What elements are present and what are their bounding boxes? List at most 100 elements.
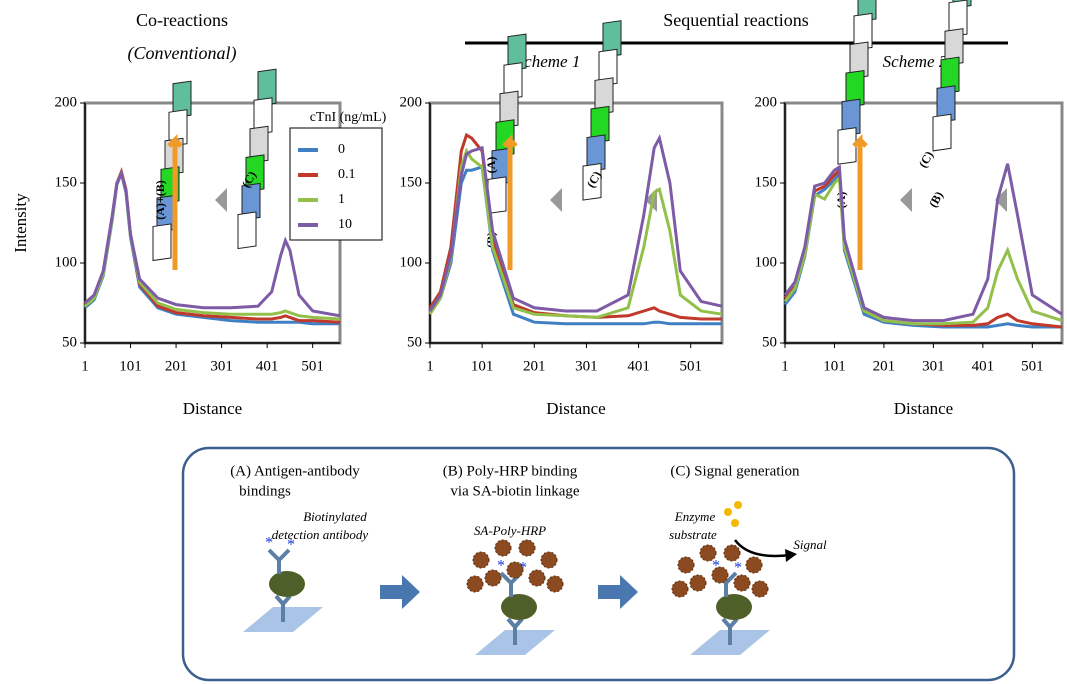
hrp (677, 556, 695, 574)
header: Co-reactions (136, 10, 228, 30)
y-tick-label: 100 (755, 254, 778, 270)
x-axis-label: Distance (183, 399, 242, 418)
header: Scheme 1 (516, 52, 581, 71)
series-line (428, 147, 723, 319)
x-tick-label: 501 (679, 358, 702, 374)
capture-antibody (721, 617, 739, 645)
header: Scheme 2 (883, 52, 948, 71)
note: detection antibody (272, 527, 369, 542)
x-tick-label: 101 (471, 358, 494, 374)
y-tick-label: 200 (755, 94, 778, 110)
hrp (699, 544, 717, 562)
x-tick-label: 401 (256, 358, 279, 374)
y-axis-label: Intensity (11, 193, 30, 253)
hrp (689, 574, 707, 592)
hrp (733, 574, 751, 592)
step-title: bindings (239, 483, 291, 499)
diagram: (A) Antigen-antibody bindings Biotinylat… (181, 446, 1016, 682)
note: Enzyme (674, 509, 716, 524)
legend-title: cTnI (ng/mL) (310, 110, 387, 125)
x-tick-label: 1 (781, 358, 789, 374)
reaction-arrow (502, 133, 518, 270)
header: Sequential reactions (663, 10, 808, 30)
signal-arrow (785, 549, 797, 562)
legend-label: 0 (338, 142, 345, 157)
hrp (466, 575, 484, 593)
x-tick-label: 201 (873, 358, 896, 374)
detection-antibody (267, 548, 291, 574)
legend-label: 0.1 (338, 167, 356, 182)
inset-pad (837, 127, 857, 165)
inset-arrow (900, 188, 912, 212)
header: (Conventional) (128, 43, 237, 64)
hrp (506, 561, 524, 579)
x-tick-label: 201 (165, 358, 188, 374)
inset-pad (932, 113, 952, 152)
antigen (269, 571, 305, 597)
x-tick-label: 501 (301, 358, 324, 374)
step-arrow (598, 575, 638, 609)
biotin: * (734, 560, 742, 577)
hrp (484, 569, 502, 587)
molecules: ****** (243, 535, 770, 655)
hrp (518, 539, 536, 557)
hrp (671, 580, 689, 598)
capture-antibody (274, 594, 292, 622)
y-tick-label: 100 (400, 254, 423, 270)
x-tick-label: 101 (119, 358, 142, 374)
inset-pad (152, 223, 172, 262)
series-line (783, 174, 1063, 326)
series-line (428, 134, 723, 313)
step-title: (C) Signal generation (670, 463, 800, 479)
biotin: * (287, 537, 295, 554)
diagram-frame (181, 446, 1016, 682)
step-title: via SA-biotin linkage (450, 483, 579, 499)
inset-pad (582, 162, 602, 201)
biotin: * (712, 558, 720, 575)
series-line (783, 163, 1063, 323)
x-tick-label: 101 (823, 358, 846, 374)
inset-arrow (550, 188, 562, 212)
series-line (84, 169, 341, 318)
x-tick-label: 401 (627, 358, 650, 374)
biotin: * (265, 535, 273, 552)
legend-box (289, 127, 383, 241)
hrp (711, 566, 729, 584)
hrp (494, 539, 512, 557)
reaction-arrow (852, 133, 868, 270)
inset-label: (B) (926, 189, 946, 210)
note: substrate (669, 527, 717, 542)
reaction-arrow (167, 133, 183, 270)
x-tick-label: 301 (575, 358, 598, 374)
hrp (723, 544, 741, 562)
note: Signal (793, 537, 827, 552)
inset-pad (237, 211, 257, 250)
antigen (501, 594, 537, 620)
x-tick-label: 501 (1021, 358, 1044, 374)
x-axis-label: Distance (894, 399, 953, 418)
y-tick-label: 50 (62, 334, 77, 350)
step-title: (A) Antigen-antibody (230, 463, 360, 479)
hrp (546, 575, 564, 593)
inset-label: (C) (916, 149, 936, 170)
inset-label: (A)+(B) (153, 180, 167, 220)
y-tick-label: 50 (762, 334, 777, 350)
y-tick-label: 150 (400, 174, 423, 190)
x-tick-label: 401 (972, 358, 995, 374)
x-tick-label: 301 (210, 358, 233, 374)
biotin: * (497, 558, 505, 575)
y-tick-label: 100 (55, 254, 78, 270)
hrp (528, 569, 546, 587)
x-tick-label: 1 (426, 358, 434, 374)
hrp (540, 551, 558, 569)
x-tick-label: 301 (922, 358, 945, 374)
inset-arrow (215, 188, 227, 212)
x-tick-label: 1 (81, 358, 89, 374)
x-axis-label: Distance (546, 399, 605, 418)
hrp (745, 556, 763, 574)
capture-antibody (506, 617, 524, 645)
hrp (751, 580, 769, 598)
